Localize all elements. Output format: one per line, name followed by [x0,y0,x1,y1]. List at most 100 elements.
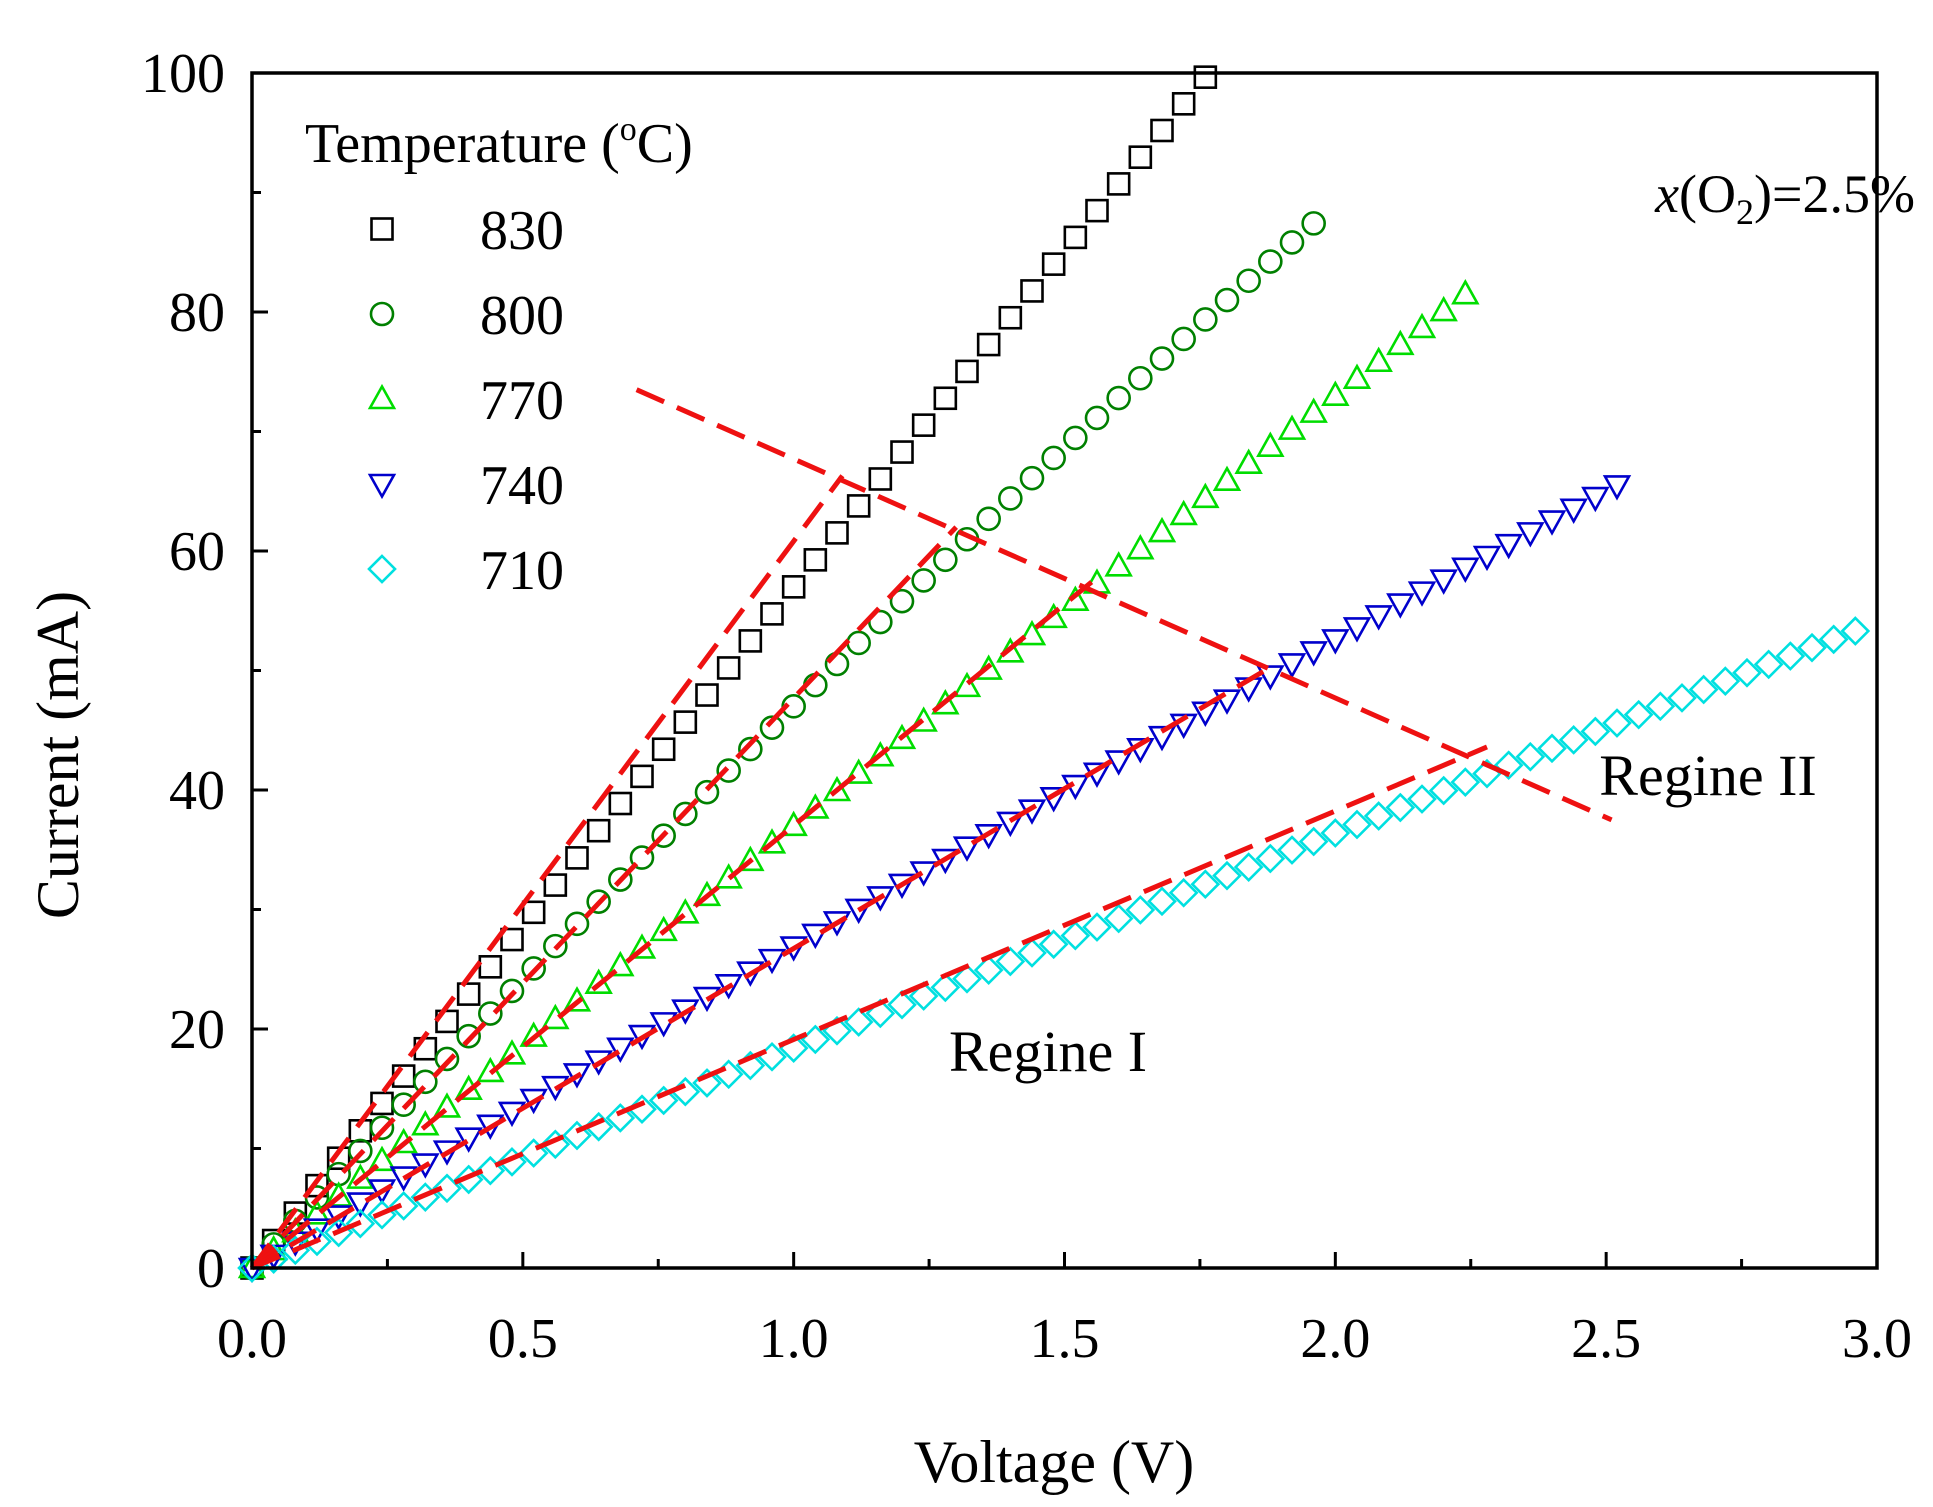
legend-marker-740 [367,473,397,500]
data-point [736,845,765,872]
data-point [1385,792,1416,823]
data-point [976,332,1001,357]
data-point [367,1145,397,1172]
data-point [866,741,895,767]
data-point [1450,767,1481,797]
legend-label-740: 740 [480,455,564,517]
data-point [973,955,1004,985]
data-point [1168,877,1199,908]
data-point [1321,629,1350,655]
data-point [930,972,961,1003]
data-point [1212,689,1242,715]
x-tick-label: 1.0 [759,1308,829,1370]
data-point [478,955,503,979]
data-point [1171,326,1196,352]
data-point [846,630,871,656]
data-point [1429,295,1458,322]
data-point [1258,249,1283,274]
data-point [1126,533,1155,560]
data-point [478,1001,503,1026]
data-point [1103,903,1134,934]
legend-label-800: 800 [480,285,564,347]
data-point [1277,414,1307,440]
data-point [671,898,700,924]
data-point [521,956,546,981]
data-point [824,651,850,677]
data-point [499,978,525,1004]
data-point [1041,445,1066,471]
data-point [1451,279,1480,305]
data-point [1602,475,1632,501]
data-point [1710,666,1741,696]
data-point [1493,750,1524,781]
data-point [1106,385,1131,411]
data-point [976,506,1001,532]
data-point [1020,279,1044,303]
data-point [1104,551,1133,577]
data-point [651,823,676,848]
fit-line-710 [251,744,1488,1271]
data-point [346,1192,375,1218]
data-point [757,828,787,854]
data-point [825,521,849,545]
data-point [909,861,938,887]
data-point [887,989,917,1020]
data-point [1386,329,1415,356]
data-point [565,846,589,870]
data-point [1063,225,1088,250]
data-point [1082,912,1112,942]
data-point [1494,533,1523,560]
regime-boundary-line [635,387,1613,823]
data-point [716,656,741,680]
annotation-open: (O [1679,164,1736,224]
data-point [1191,482,1220,509]
data-point [1017,619,1047,646]
data-point [1581,486,1610,513]
data-point [955,359,979,384]
data-point [630,764,654,789]
data-point [1039,787,1068,813]
data-point [673,801,698,827]
data-point [1298,826,1329,857]
data-point [1363,801,1394,831]
data-point [521,900,546,925]
data-point [1236,268,1261,294]
data-point [608,867,633,892]
legend-label-770: 770 [480,370,564,432]
data-point [1386,593,1415,619]
data-point [1342,617,1372,643]
data-point [367,1179,397,1205]
data-point [801,793,830,819]
data-point [1342,809,1372,840]
plot-area [237,65,1871,1284]
y-tick-label: 0 [197,1238,225,1300]
data-point [1193,307,1218,332]
legend-marker-770 [367,383,397,410]
legend-title-main: Temperature ( [305,113,620,175]
data-point [1193,65,1218,89]
series-740 [237,475,1632,1284]
data-point [952,671,982,698]
data-point [562,1063,592,1089]
data-point [736,961,765,987]
data-point [846,494,871,518]
data-point [843,1007,874,1037]
data-point [518,1138,549,1168]
data-point [1342,363,1372,389]
data-point [1407,784,1437,814]
annotation-close: )=2.5% [1754,164,1915,224]
data-point [1085,198,1109,223]
data-point [952,836,982,862]
data-point [779,936,808,962]
legend-marker-830 [370,217,394,241]
data-point [1428,775,1459,806]
data-point [434,1046,460,1072]
data-point [1429,569,1458,595]
data-point [1797,632,1827,663]
data-point [995,946,1026,977]
legend: 830 800 770 740 710 [367,200,564,602]
data-point [1060,920,1091,951]
data-point [996,811,1025,838]
y-tick-label: 40 [169,760,225,822]
data-point [779,810,808,837]
